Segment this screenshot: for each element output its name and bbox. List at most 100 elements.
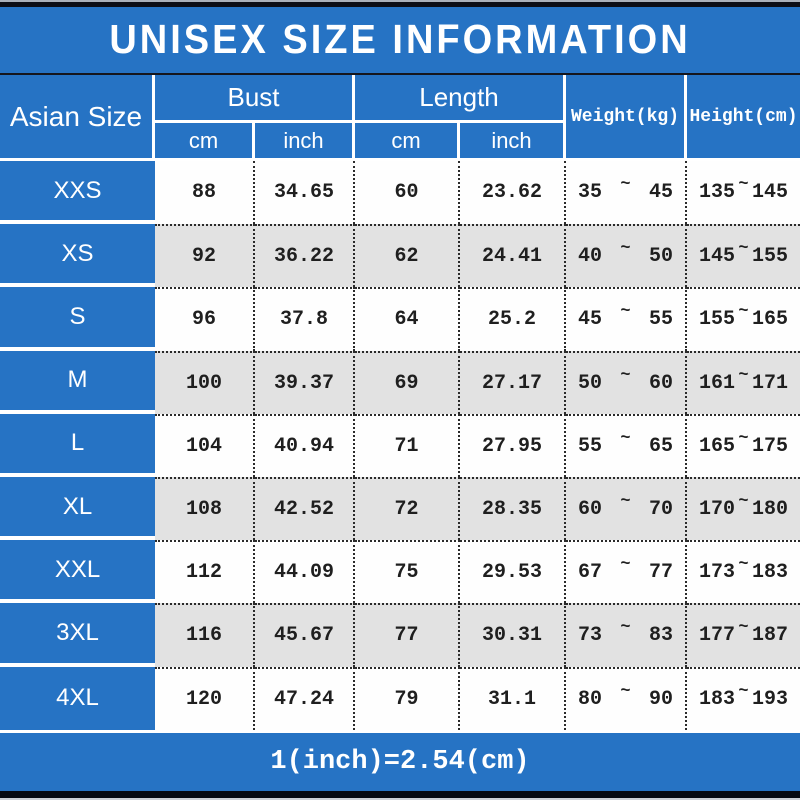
length-inch-value: 23.62: [460, 161, 566, 225]
header-length-inch: inch: [460, 123, 566, 158]
title-band: UNISEX SIZE INFORMATION: [0, 7, 800, 75]
length-cm-value: 77: [355, 603, 460, 667]
length-cm-value: 62: [355, 224, 460, 288]
length-cm-value: 71: [355, 413, 460, 477]
size-label: M: [0, 350, 155, 414]
tilde-separator: ~: [620, 365, 631, 385]
page-title: UNISEX SIZE INFORMATION: [109, 16, 691, 63]
header-length: Length: [355, 75, 566, 123]
height-range: 135 ~ 145: [687, 161, 800, 225]
tilde-separator: ~: [738, 365, 749, 385]
tilde-separator: ~: [738, 175, 749, 195]
length-cm-value: 60: [355, 161, 460, 225]
weight-max: 77: [648, 561, 673, 585]
weight-min: 73: [578, 624, 603, 648]
weight-max: 83: [648, 624, 673, 648]
size-label: XXL: [0, 540, 155, 604]
tilde-separator: ~: [620, 302, 631, 322]
footer-band: 1(inch)=2.54(cm): [0, 729, 800, 791]
table-header: Asian Size Bust Length Weight(kg) Height…: [0, 75, 800, 161]
weight-range: 80 ~ 90: [566, 666, 687, 730]
bust-inch-value: 42.52: [255, 476, 355, 541]
tilde-separator: ~: [738, 302, 749, 322]
bust-cm-value: 88: [155, 161, 255, 225]
weight-min: 50: [578, 371, 603, 395]
tilde-separator: ~: [738, 681, 749, 701]
height-min: 145: [699, 245, 736, 269]
weight-max: 50: [648, 245, 673, 269]
tilde-separator: ~: [620, 428, 631, 448]
weight-range: 35 ~ 45: [566, 161, 687, 225]
height-range: 170 ~ 180: [687, 476, 800, 541]
length-cm-value: 79: [355, 666, 460, 730]
height-max: 145: [751, 181, 788, 205]
size-label: 3XL: [0, 603, 155, 667]
height-min: 170: [699, 498, 736, 522]
height-range: 145 ~ 155: [687, 224, 800, 288]
weight-min: 67: [578, 561, 603, 585]
weight-max: 65: [648, 434, 673, 458]
weight-min: 60: [578, 498, 603, 522]
length-inch-value: 24.41: [460, 224, 566, 288]
length-inch-value: 31.1: [460, 666, 566, 730]
height-range: 173 ~ 183: [687, 540, 800, 604]
bust-inch-value: 37.8: [255, 287, 355, 351]
bust-cm-value: 108: [155, 476, 255, 541]
height-range: 155 ~ 165: [687, 287, 800, 351]
bottom-strip: [0, 797, 800, 800]
weight-range: 55 ~ 65: [566, 413, 687, 477]
table-row: 3XL 116 45.67 77 30.31 73 ~ 83 177 ~ 187: [0, 603, 800, 667]
top-border-bar: [0, 0, 800, 7]
weight-range: 73 ~ 83: [566, 603, 687, 667]
weight-range: 60 ~ 70: [566, 476, 687, 541]
height-min: 183: [699, 687, 736, 711]
height-range: 161 ~ 171: [687, 350, 800, 414]
size-label: L: [0, 413, 155, 477]
table-row: XXL 112 44.09 75 29.53 67 ~ 77 173 ~ 183: [0, 540, 800, 604]
height-range: 177 ~ 187: [687, 603, 800, 667]
height-max: 183: [751, 561, 788, 585]
height-min: 155: [699, 308, 736, 332]
tilde-separator: ~: [620, 175, 631, 195]
table-body: XXS 88 34.65 60 23.62 35 ~ 45 135 ~ 145 …: [0, 161, 800, 730]
weight-range: 40 ~ 50: [566, 224, 687, 288]
tilde-separator: ~: [620, 618, 631, 638]
height-range: 165 ~ 175: [687, 413, 800, 477]
length-inch-value: 27.95: [460, 413, 566, 477]
table-row: 4XL 120 47.24 79 31.1 80 ~ 90 183 ~ 193: [0, 666, 800, 730]
weight-min: 45: [578, 308, 603, 332]
size-label: XXS: [0, 161, 155, 225]
size-label: XL: [0, 476, 155, 541]
table-row: XXS 88 34.65 60 23.62 35 ~ 45 135 ~ 145: [0, 161, 800, 225]
weight-max: 60: [648, 371, 673, 395]
bust-cm-value: 104: [155, 413, 255, 477]
header-bust-inch: inch: [255, 123, 355, 158]
weight-max: 70: [648, 498, 673, 522]
length-inch-value: 28.35: [460, 476, 566, 541]
header-height-cm: Height(cm): [689, 106, 798, 127]
bust-inch-value: 36.22: [255, 224, 355, 288]
height-max: 155: [751, 245, 788, 269]
weight-min: 55: [578, 434, 603, 458]
height-max: 180: [751, 498, 788, 522]
tilde-separator: ~: [620, 555, 631, 575]
header-bust-cm: cm: [155, 123, 255, 158]
length-cm-value: 75: [355, 540, 460, 604]
table-row: L 104 40.94 71 27.95 55 ~ 65 165 ~ 175: [0, 413, 800, 477]
table-row: XL 108 42.52 72 28.35 60 ~ 70 170 ~ 180: [0, 476, 800, 541]
length-inch-value: 30.31: [460, 603, 566, 667]
height-min: 135: [699, 181, 736, 205]
weight-min: 35: [578, 181, 603, 205]
tilde-separator: ~: [620, 239, 631, 259]
height-min: 165: [699, 434, 736, 458]
tilde-separator: ~: [738, 555, 749, 575]
header-asian-size: Asian Size: [0, 75, 155, 158]
length-inch-value: 29.53: [460, 540, 566, 604]
weight-min: 40: [578, 245, 603, 269]
tilde-separator: ~: [620, 681, 631, 701]
bottom-border-bar: [0, 790, 800, 798]
bust-cm-value: 92: [155, 224, 255, 288]
weight-max: 90: [648, 687, 673, 711]
conversion-note: 1(inch)=2.54(cm): [270, 746, 530, 777]
